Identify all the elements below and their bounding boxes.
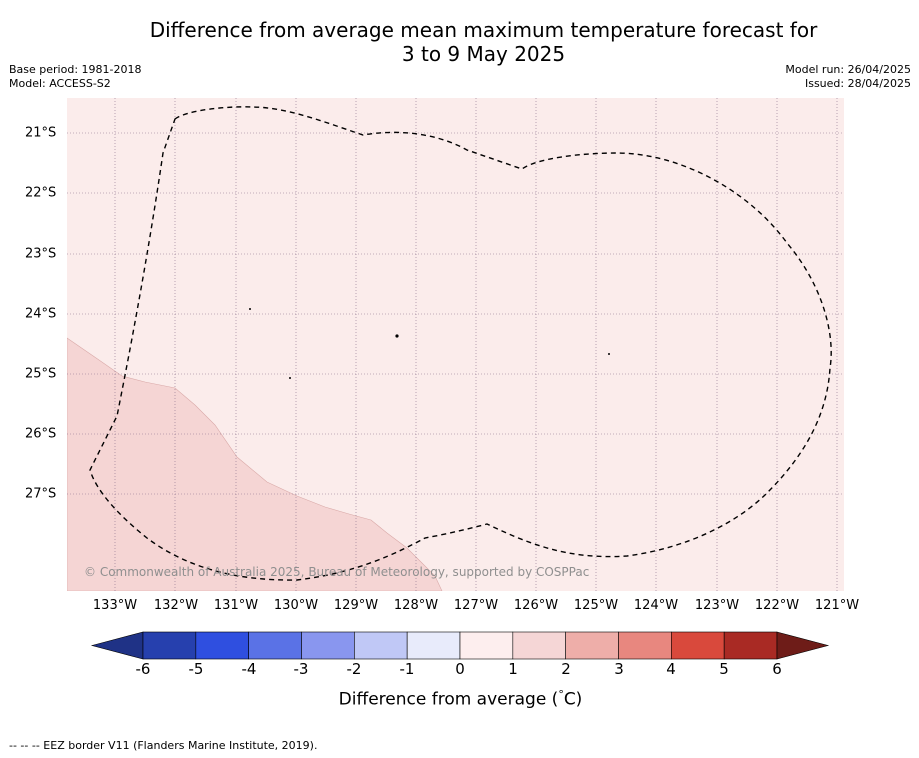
colorbar-tick: 4	[666, 660, 676, 678]
colorbar-segment	[565, 631, 619, 660]
issued-label: Issued: 28/04/2025	[804, 77, 911, 90]
colorbar-unit-degree: °	[558, 688, 564, 701]
colorbar-tick: 1	[508, 660, 518, 678]
base-period-label: Base period: 1981-2018	[9, 63, 142, 76]
lon-label: 125°W	[573, 598, 619, 613]
colorbar-label: Difference from average (°C)	[1, 688, 919, 710]
title-line-2: 3 to 9 May 2025	[401, 42, 566, 66]
lon-label: 122°W	[754, 598, 800, 613]
lon-label: 133°W	[92, 598, 138, 613]
lon-label: 127°W	[453, 598, 499, 613]
colorbar-extend-low	[90, 631, 144, 660]
colorbar-segment	[618, 631, 672, 660]
lon-label: 130°W	[273, 598, 319, 613]
map-anomaly-region	[67, 337, 443, 591]
colorbar-tick: -2	[346, 660, 362, 678]
lat-label: 23°S	[25, 246, 57, 262]
lon-label: 131°W	[213, 598, 259, 613]
island-marker	[395, 334, 399, 338]
eez-border	[89, 106, 832, 581]
meta-left: Base period: 1981-2018 Model: ACCESS-S2	[9, 63, 141, 91]
lat-label: 27°S	[25, 486, 57, 502]
model-label: Model: ACCESS-S2	[9, 77, 111, 90]
island-marker	[608, 353, 610, 355]
colorbar-segment	[301, 631, 355, 660]
copyright-notice: © Commonwealth of Australia 2025, Bureau…	[84, 565, 590, 579]
lon-label: 124°W	[633, 598, 679, 613]
colorbar-segment	[195, 631, 249, 660]
map-gridlines	[67, 98, 844, 591]
colorbar-unit-tail: C)	[563, 689, 583, 710]
lon-label: 121°W	[814, 598, 860, 613]
lon-label: 129°W	[333, 598, 379, 613]
colorbar-tick: 0	[455, 660, 465, 678]
colorbar-label-text: Difference from average (	[338, 689, 559, 710]
colorbar-extend-high	[776, 631, 830, 660]
lat-label: 25°S	[25, 366, 57, 382]
lon-label: 126°W	[513, 598, 559, 613]
colorbar-segment	[459, 631, 514, 660]
colorbar-segment	[406, 631, 461, 660]
colorbar-segment	[354, 631, 408, 660]
island-markers	[249, 308, 610, 379]
colorbar-tick: 3	[614, 660, 624, 678]
eez-legend-footnote: -- -- -- EEZ border V11 (Flanders Marine…	[9, 739, 318, 752]
colorbar-segment	[248, 631, 302, 660]
colorbar-tick: 5	[719, 660, 729, 678]
colorbar-tick: -6	[135, 660, 151, 678]
colorbar-tick: -3	[293, 660, 309, 678]
lat-label: 21°S	[25, 125, 57, 141]
lat-label: 24°S	[25, 306, 57, 322]
colorbar-tick: 2	[561, 660, 571, 678]
colorbar-tick: -5	[188, 660, 204, 678]
colorbar-tick: -4	[241, 660, 257, 678]
colorbar-segment	[723, 631, 778, 660]
colorbar-tick: -1	[399, 660, 415, 678]
title-line-1: Difference from average mean maximum tem…	[149, 18, 818, 42]
island-marker	[289, 377, 291, 379]
lat-label: 22°S	[25, 185, 57, 201]
lon-label: 123°W	[694, 598, 740, 613]
colorbar-segment	[142, 631, 197, 660]
lon-label: 132°W	[153, 598, 199, 613]
lat-label: 26°S	[25, 426, 57, 442]
meta-right: Model run: 26/04/2025 Issued: 28/04/2025	[785, 63, 911, 91]
colorbar-tick: 6	[772, 660, 782, 678]
chart-title: Difference from average mean maximum tem…	[24, 18, 919, 66]
lon-label: 128°W	[393, 598, 439, 613]
forecast-map	[67, 98, 844, 591]
colorbar-segment	[512, 631, 566, 660]
island-marker	[249, 308, 251, 310]
colorbar	[90, 631, 830, 660]
colorbar-segment	[671, 631, 725, 660]
model-run-label: Model run: 26/04/2025	[785, 63, 911, 76]
